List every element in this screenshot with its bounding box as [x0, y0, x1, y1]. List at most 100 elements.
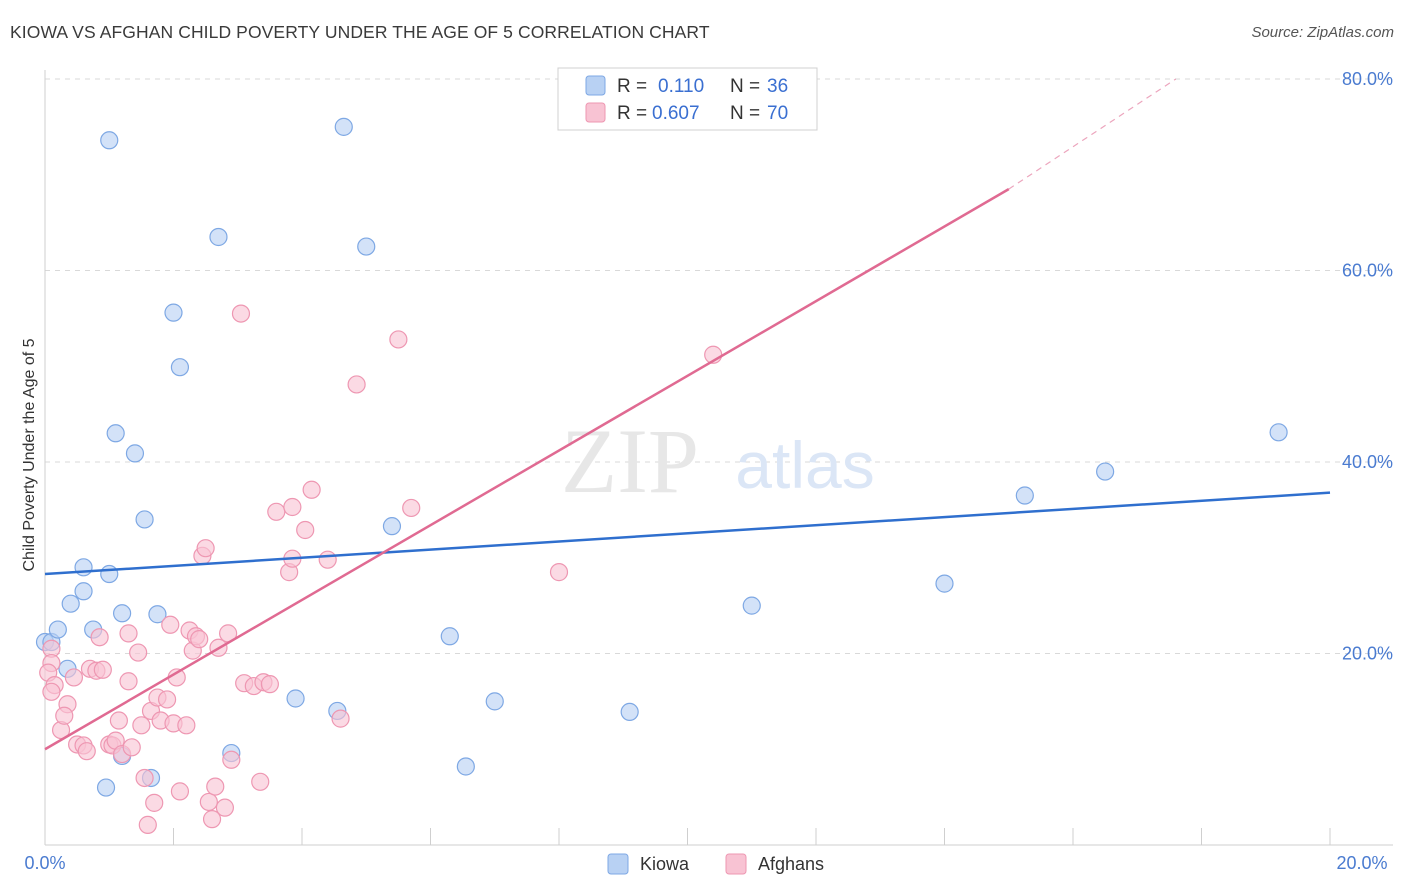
- grid-lines: [45, 78, 1393, 654]
- kiowa-point: [170, 358, 190, 377]
- afghans-trend-line: [44, 188, 1010, 751]
- y-tick-label-80: 80.0%: [1342, 69, 1393, 89]
- axes: [44, 70, 1393, 846]
- kiowa-point: [485, 692, 504, 711]
- afghans-point: [119, 624, 138, 643]
- afghans-point: [389, 330, 408, 349]
- kiowa-point: [74, 558, 93, 577]
- kiowa-point: [96, 778, 116, 797]
- afghans-point: [549, 563, 569, 582]
- kiowa-point: [125, 444, 145, 463]
- afghans-point: [347, 375, 366, 394]
- afghans-point: [109, 711, 128, 730]
- kiowa-point: [1269, 423, 1288, 442]
- legend-kiowa-r-label: R =: [617, 76, 647, 97]
- bottom-legend: Kiowa Afghans: [607, 853, 824, 875]
- afghans-series: [39, 304, 723, 834]
- kiowa-point: [112, 604, 132, 623]
- afghans-point: [161, 615, 180, 634]
- kiowa-point: [286, 689, 305, 708]
- kiowa-point: [106, 424, 125, 443]
- kiowa-point: [382, 517, 402, 536]
- afghans-point: [129, 643, 148, 662]
- afghans-point: [331, 709, 350, 728]
- y-tick-label-40: 40.0%: [1342, 452, 1393, 472]
- legend-kiowa-n-value: 36: [767, 76, 788, 97]
- bottom-legend-afghans-label: Afghans: [758, 854, 824, 874]
- y-axis-title: Child Poverty Under the Age of 5: [21, 338, 38, 571]
- kiowa-point: [742, 596, 761, 615]
- afghans-point: [122, 738, 141, 757]
- kiowa-point: [456, 757, 475, 776]
- legend-afghans-n-label: N =: [730, 103, 760, 124]
- kiowa-point: [100, 131, 119, 150]
- legend-afghans-r-value: 0.607: [652, 103, 700, 124]
- afghans-point: [138, 815, 157, 834]
- afghans-point: [267, 502, 286, 521]
- legend-kiowa-n-label: N =: [730, 76, 760, 97]
- afghans-point: [119, 672, 138, 691]
- afghans-point: [231, 304, 251, 323]
- afghans-point: [260, 675, 279, 694]
- x-ticks: [173, 828, 1331, 845]
- trend-lines: [44, 78, 1331, 751]
- afghans-point: [215, 798, 234, 817]
- chart-title: KIOWA VS AFGHAN CHILD POVERTY UNDER THE …: [10, 22, 710, 42]
- legend-kiowa-r-value: 0.110: [658, 76, 704, 97]
- kiowa-point: [164, 303, 183, 322]
- kiowa-point: [74, 582, 93, 601]
- kiowa-point: [148, 605, 167, 624]
- afghans-point: [132, 716, 151, 735]
- kiowa-point: [209, 227, 228, 247]
- afghans-point: [206, 777, 225, 796]
- kiowa-point: [440, 627, 459, 646]
- legend-kiowa-swatch: [585, 75, 606, 96]
- afghans-point: [135, 768, 154, 788]
- afghans-point: [190, 630, 209, 649]
- afghans-point: [145, 793, 164, 812]
- legend-afghans-r-label: R =: [617, 103, 647, 124]
- kiowa-trend-line: [44, 491, 1331, 576]
- afghans-point: [199, 792, 218, 812]
- afghans-point: [283, 497, 302, 517]
- x-tick-label-min: 0.0%: [24, 853, 65, 873]
- kiowa-point: [61, 594, 80, 613]
- afghans-point: [402, 498, 421, 518]
- kiowa-point: [935, 574, 954, 593]
- kiowa-point: [357, 237, 376, 256]
- bottom-legend-kiowa-label: Kiowa: [640, 854, 690, 874]
- afghans-point: [42, 682, 61, 701]
- afghans-point: [196, 539, 215, 558]
- watermark-zip: ZIP: [561, 410, 699, 512]
- kiowa-point: [100, 564, 119, 584]
- y-tick-labels: 20.0% 40.0% 60.0% 80.0%: [1342, 69, 1393, 664]
- afghans-point: [318, 550, 337, 569]
- afghans-point: [170, 782, 190, 801]
- afghans-point: [157, 690, 177, 709]
- kiowa-point: [135, 510, 154, 529]
- legend-afghans-n-value: 70: [767, 103, 788, 124]
- source-label: Source: ZipAtlas.com: [1251, 24, 1394, 41]
- afghans-point: [93, 660, 112, 679]
- afghans-point: [202, 810, 222, 829]
- bottom-legend-kiowa-swatch: [607, 853, 629, 875]
- legend-box: R = 0.110 N = 36 R = 0.607 N = 70: [557, 67, 818, 131]
- x-tick-label-max: 20.0%: [1336, 853, 1387, 873]
- kiowa-point: [334, 117, 353, 136]
- watermark: ZIP atlas: [561, 410, 875, 512]
- afghans-point: [90, 628, 109, 647]
- y-tick-label-20: 20.0%: [1342, 644, 1393, 664]
- kiowa-point: [1015, 486, 1034, 505]
- afghans-point: [55, 706, 74, 725]
- afghans-point: [64, 668, 84, 687]
- watermark-atlas: atlas: [735, 428, 874, 502]
- afghans-point: [296, 520, 315, 540]
- kiowa-point: [48, 620, 67, 639]
- bottom-legend-afghans-swatch: [725, 853, 747, 875]
- y-tick-label-60: 60.0%: [1342, 261, 1393, 281]
- kiowa-point: [1096, 462, 1115, 481]
- kiowa-point: [620, 702, 639, 722]
- afghans-trend-extension: [1008, 78, 1177, 190]
- legend-afghans-swatch: [585, 102, 606, 123]
